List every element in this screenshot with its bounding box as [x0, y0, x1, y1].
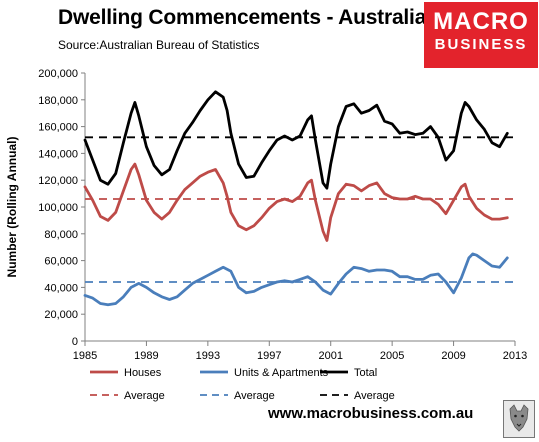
- y-tick-label: 20,000: [44, 309, 78, 321]
- y-tick-label: 100,000: [38, 202, 78, 214]
- x-tick-label: 2009: [441, 350, 465, 362]
- legend-label-average: Average: [234, 390, 275, 402]
- wolf-logo-icon: [503, 400, 535, 438]
- x-tick-label: 1997: [257, 350, 281, 362]
- logo-line-1: MACRO: [433, 8, 529, 35]
- x-tick-label: 2013: [503, 350, 527, 362]
- x-tick-label: 2005: [380, 350, 404, 362]
- x-tick-label: 1993: [196, 350, 220, 362]
- y-tick-label: 40,000: [44, 282, 78, 294]
- y-tick-label: 200,000: [38, 68, 78, 80]
- y-tick-label: 160,000: [38, 122, 78, 134]
- legend-label-average: Average: [354, 390, 395, 402]
- legend-label-houses: Houses: [124, 367, 162, 379]
- y-tick-label: 140,000: [38, 148, 78, 160]
- chart-title: Dwelling Commencements - Australia: [58, 6, 427, 29]
- legend-label-total: Total: [354, 367, 377, 379]
- houses-line: [83, 162, 509, 242]
- legend-label-units-apartments: Units & Apartments: [234, 367, 329, 379]
- macrobusiness-logo: MACRO BUSINESS: [424, 2, 538, 68]
- total-line: [83, 90, 509, 190]
- x-tick-label: 2001: [318, 350, 342, 362]
- y-tick-label: 60,000: [44, 256, 78, 268]
- y-tick-label: 120,000: [38, 175, 78, 187]
- x-tick-label: 1989: [134, 350, 158, 362]
- units-apartments-line: [83, 252, 509, 307]
- logo-line-2: BUSINESS: [434, 36, 528, 53]
- website-url: www.macrobusiness.com.au: [268, 405, 474, 422]
- legend-label-average: Average: [124, 390, 165, 402]
- y-tick-label: 80,000: [44, 229, 78, 241]
- y-axis-title: Number (Rolling Annual): [5, 137, 19, 278]
- x-tick-label: 1985: [73, 350, 97, 362]
- chart-source: Source:Australian Bureau of Statistics: [58, 38, 260, 52]
- y-tick-label: 0: [72, 336, 78, 348]
- y-tick-label: 180,000: [38, 95, 78, 107]
